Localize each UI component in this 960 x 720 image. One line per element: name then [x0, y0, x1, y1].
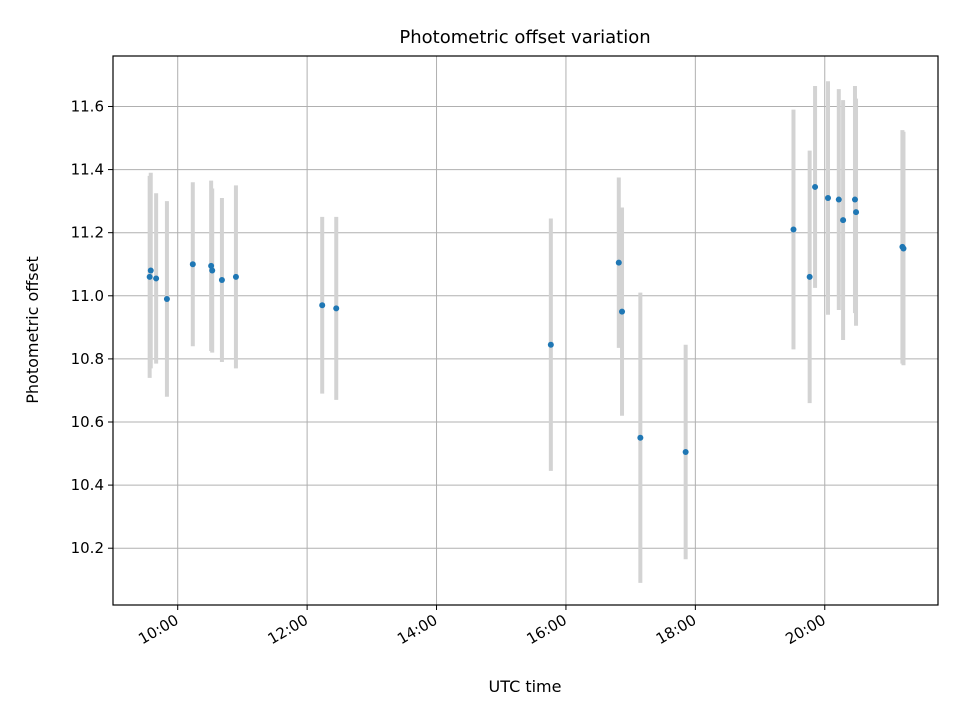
y-tick-label: 11.0 [71, 287, 104, 305]
grid-layer [113, 56, 938, 605]
y-tick-label: 11.2 [71, 224, 104, 242]
data-point [209, 267, 216, 274]
data-point [840, 217, 847, 224]
data-point [319, 302, 326, 309]
plot-frame [112, 55, 939, 606]
data-point [615, 259, 622, 266]
y-tick-label: 10.6 [71, 413, 104, 431]
data-point [619, 308, 626, 315]
data-point [232, 273, 239, 280]
data-point [333, 305, 340, 312]
data-point [146, 273, 153, 280]
data-point [682, 448, 689, 455]
x-axis-label: UTC time [489, 677, 562, 696]
data-point [790, 226, 797, 233]
data-point [208, 262, 215, 269]
data-point [806, 273, 813, 280]
y-tick-label: 11.4 [71, 161, 104, 179]
data-point [163, 295, 170, 302]
data-point [825, 194, 831, 201]
data-point [637, 434, 644, 441]
y-tick-label: 10.8 [71, 350, 104, 368]
data-point [147, 267, 154, 274]
point-layer [146, 183, 907, 455]
data-point [153, 275, 160, 282]
data-point [853, 209, 860, 216]
data-point [835, 196, 842, 203]
y-axis-label: Photometric offset [23, 256, 42, 404]
tick-layer: 10:00 12:00 14:00 16:00 18:00 20:0010.210.410… [71, 97, 829, 648]
data-point [218, 277, 225, 284]
data-point [900, 245, 907, 252]
data-point [812, 183, 819, 190]
y-tick-label: 11.6 [71, 97, 104, 115]
data-point [547, 341, 554, 348]
y-tick-label: 10.4 [71, 476, 104, 494]
y-tick-label: 10.2 [71, 539, 104, 557]
data-point [189, 261, 196, 268]
data-point [851, 196, 858, 203]
chart-title: Photometric offset variation [399, 27, 650, 48]
